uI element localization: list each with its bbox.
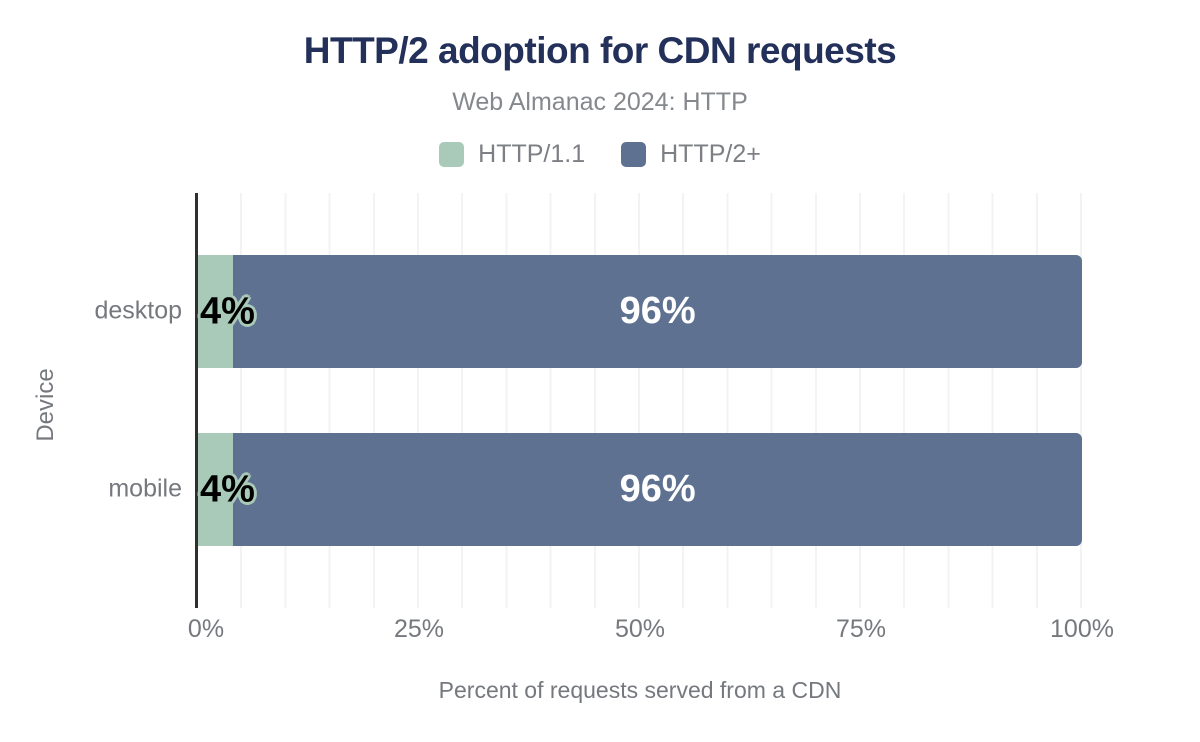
legend-swatch-http2-icon: [621, 142, 647, 167]
x-tick-25: 25%: [393, 615, 445, 643]
value-label-desktop-http2: 96%: [619, 290, 696, 332]
legend-item-http11: HTTP/1.1: [439, 140, 585, 169]
legend-swatch-http11-icon: [439, 142, 465, 167]
legend-label-http11: HTTP/1.1: [478, 140, 586, 168]
bar-mobile-http2: 96%: [233, 433, 1082, 546]
legend-item-http2: HTTP/2+: [621, 140, 761, 169]
category-label-desktop: desktop: [94, 296, 182, 325]
y-axis-line: [195, 193, 198, 608]
x-tick-75: 75%: [835, 615, 887, 643]
bar-row-mobile: 96% 4%: [198, 433, 1082, 546]
chart-subtitle: Web Almanac 2024: HTTP: [452, 88, 748, 116]
x-tick-100: 100%: [1050, 615, 1114, 643]
value-label-mobile-http11: 4%: [200, 468, 255, 510]
legend-label-http2: HTTP/2+: [660, 140, 761, 168]
bar-desktop-http11: [198, 255, 234, 368]
bar-mobile-http11: [198, 433, 234, 546]
bar-desktop-http2: 96%: [233, 255, 1082, 368]
category-label-mobile: mobile: [108, 474, 182, 503]
value-label-mobile-http2: 96%: [619, 468, 696, 510]
y-axis-title: Device: [32, 368, 59, 442]
chart-title: HTTP/2 adoption for CDN requests: [303, 30, 897, 71]
plot-area: 96% 4% 96% 4% desktop mobile: [94, 193, 1082, 608]
bar-row-desktop: 96% 4%: [198, 255, 1082, 368]
value-label-desktop-http11: 4%: [200, 290, 255, 332]
x-axis-title: Percent of requests served from a CDN: [438, 677, 842, 703]
x-tick-50: 50%: [614, 615, 666, 643]
legend: HTTP/1.1 HTTP/2+: [0, 140, 1200, 169]
x-tick-0: 0%: [187, 615, 225, 643]
